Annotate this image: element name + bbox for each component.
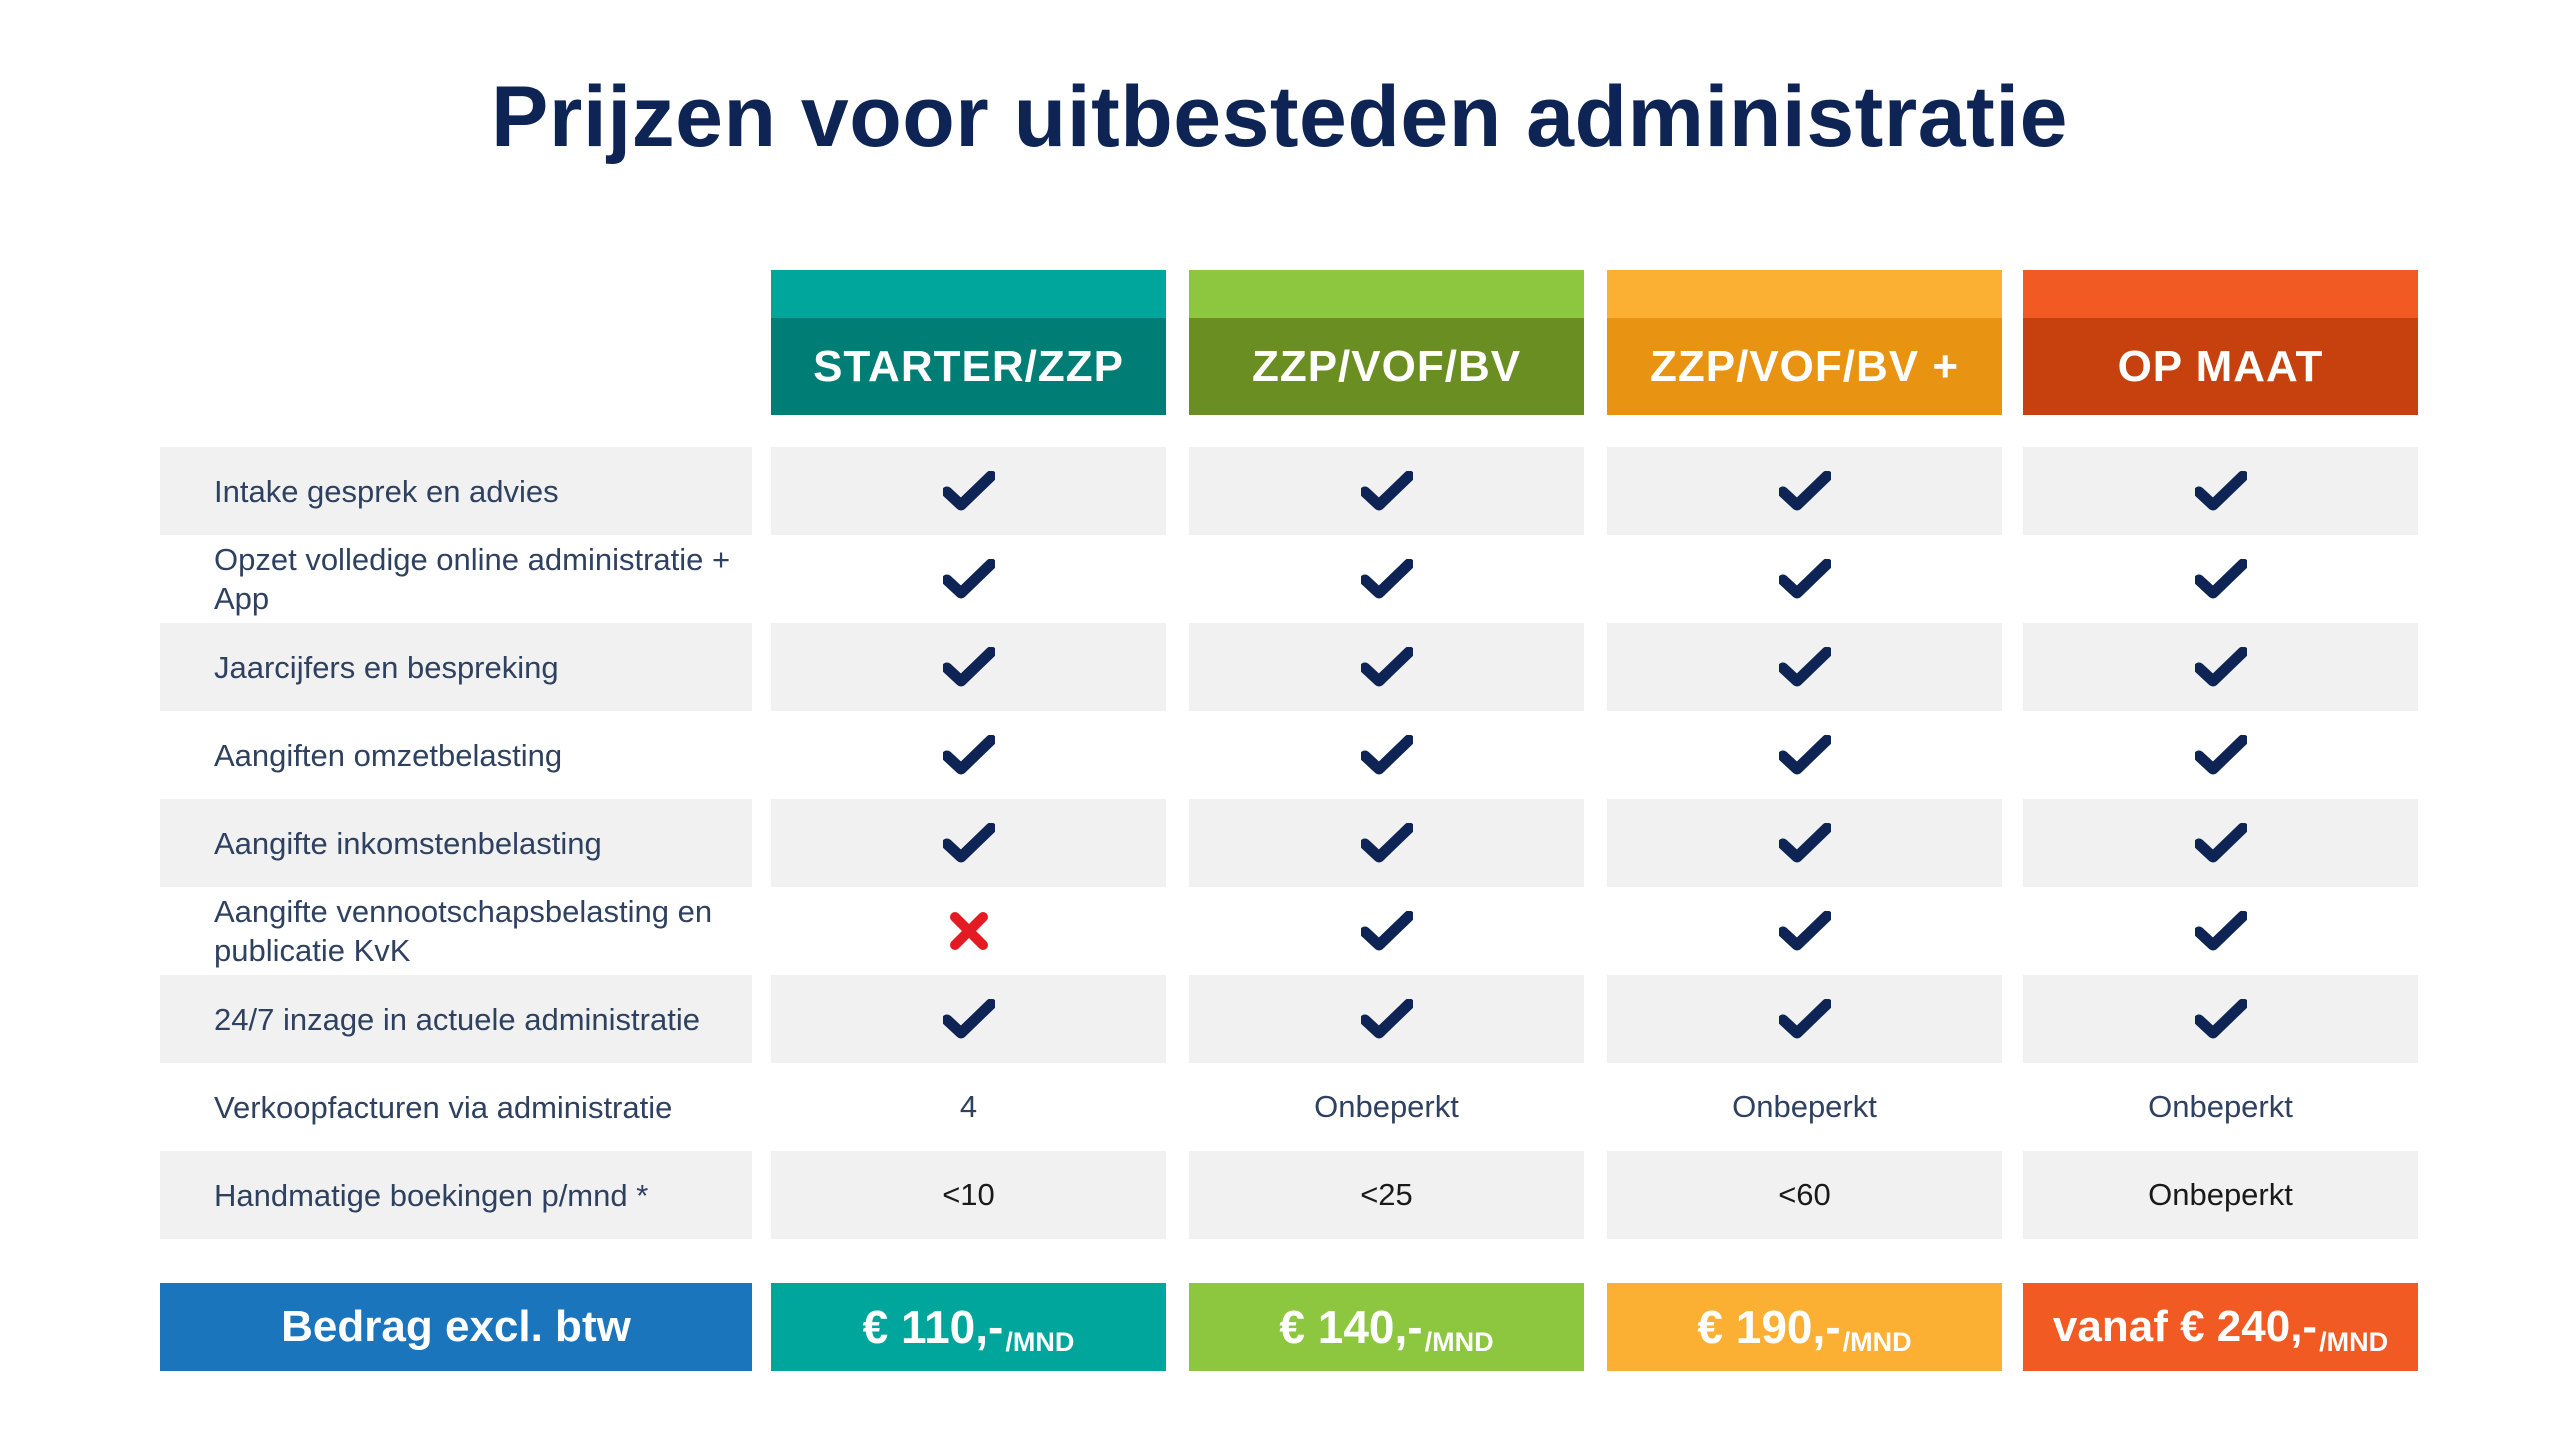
feature-row-shade [160, 1151, 752, 1239]
price-zzp-vof-bv: € 190,-/MND [1607, 1283, 2002, 1371]
checkmark-icon [2023, 447, 2418, 535]
feature-value: Onbeperkt [2148, 1177, 2293, 1212]
checkmark-icon [771, 799, 1166, 887]
price-zzp-vof-bv: € 140,-/MND [1189, 1283, 1584, 1371]
feature-label-text: Intake gesprek en advies [214, 473, 559, 509]
feature-label-text: Handmatige boekingen p/mnd * [214, 1177, 649, 1213]
feature-row-shade [160, 975, 752, 1063]
feature-label: 24/7 inzage in actuele administratie [214, 975, 734, 1063]
feature-label-text: 24/7 inzage in actuele administratie [214, 1001, 700, 1037]
checkmark-icon [1189, 447, 1584, 535]
feature-value: <60 [1778, 1177, 1831, 1212]
checkmark-icon [1189, 975, 1584, 1063]
cell-shade [771, 1151, 1166, 1239]
plan-header-op-maat: OP MAAT [2023, 318, 2418, 415]
checkmark-icon [771, 623, 1166, 711]
checkmark-icon [1189, 887, 1584, 975]
feature-label: Aangifte inkomstenbelasting [214, 799, 734, 887]
feature-label: Aangifte vennootschapsbelasting en publi… [214, 887, 734, 975]
checkmark-icon [1607, 887, 2002, 975]
feature-value: Onbeperkt [2148, 1089, 2293, 1124]
plan-header-accent [1189, 270, 1584, 318]
plan-header-accent [1607, 270, 2002, 318]
feature-label: Intake gesprek en advies [214, 447, 734, 535]
plan-header-accent [2023, 270, 2418, 318]
feature-value: Onbeperkt [1732, 1089, 1877, 1124]
plan-header-zzp-vof-bv: ZZP/VOF/BV [1189, 318, 1584, 415]
plan-header-starter-zzp: STARTER/ZZP [771, 318, 1166, 415]
feature-value: 4 [959, 1089, 978, 1124]
cell-shade [1189, 1151, 1584, 1239]
checkmark-icon [1607, 535, 2002, 623]
cross-icon [771, 887, 1166, 975]
checkmark-icon [2023, 887, 2418, 975]
plan-header-accent [771, 270, 1166, 318]
price-label: Bedrag excl. btw [160, 1283, 752, 1371]
feature-label: Verkoopfacturen via administratie [214, 1063, 734, 1151]
price-op-maat: vanaf € 240,-/MND [2023, 1283, 2418, 1371]
checkmark-icon [771, 447, 1166, 535]
feature-value: Onbeperkt [1314, 1089, 1459, 1124]
cell-shade [2023, 1151, 2418, 1239]
price-starter-zzp: € 110,-/MND [771, 1283, 1166, 1371]
checkmark-icon [2023, 975, 2418, 1063]
feature-row-shade [160, 447, 752, 535]
feature-label-text: Aangifte inkomstenbelasting [214, 825, 602, 861]
price-unit: /MND [2319, 1326, 2389, 1357]
feature-label-text: Opzet volledige online administratie + A… [214, 542, 731, 616]
feature-label: Aangiften omzetbelasting [214, 711, 734, 799]
feature-row-shade [160, 799, 752, 887]
feature-row-shade [160, 623, 752, 711]
feature-label-text: Aangifte vennootschapsbelasting en publi… [214, 894, 713, 968]
checkmark-icon [2023, 799, 2418, 887]
checkmark-icon [1189, 799, 1584, 887]
price-amount: € 140,- [1279, 1301, 1423, 1353]
feature-label-text: Jaarcijfers en bespreking [214, 649, 559, 685]
page-title: Prijzen voor uitbesteden administratie [491, 69, 2068, 165]
feature-label-text: Aangiften omzetbelasting [214, 737, 563, 773]
price-amount: vanaf € 240,- [2052, 1302, 2318, 1351]
checkmark-icon [771, 711, 1166, 799]
price-unit: /MND [1005, 1326, 1075, 1357]
plan-header-zzp-vof-bv: ZZP/VOF/BV + [1607, 318, 2002, 415]
price-amount: € 110,- [862, 1301, 1004, 1353]
checkmark-icon [1189, 711, 1584, 799]
checkmark-icon [1607, 975, 2002, 1063]
feature-label-text: Verkoopfacturen via administratie [214, 1089, 673, 1125]
feature-label: Jaarcijfers en bespreking [214, 623, 734, 711]
feature-label: Opzet volledige online administratie + A… [214, 535, 734, 623]
checkmark-icon [1607, 711, 2002, 799]
checkmark-icon [1607, 447, 2002, 535]
price-amount: € 190,- [1697, 1301, 1841, 1353]
checkmark-icon [771, 535, 1166, 623]
checkmark-icon [1189, 535, 1584, 623]
checkmark-icon [1607, 799, 2002, 887]
price-unit: /MND [1842, 1326, 1912, 1357]
checkmark-icon [2023, 711, 2418, 799]
price-unit: /MND [1424, 1326, 1494, 1357]
feature-label: Handmatige boekingen p/mnd * [214, 1151, 734, 1239]
checkmark-icon [2023, 535, 2418, 623]
checkmark-icon [2023, 623, 2418, 711]
checkmark-icon [771, 975, 1166, 1063]
feature-value: <10 [942, 1177, 995, 1212]
checkmark-icon [1189, 623, 1584, 711]
checkmark-icon [1607, 623, 2002, 711]
feature-value: <25 [1360, 1177, 1413, 1212]
cell-shade [1607, 1151, 2002, 1239]
